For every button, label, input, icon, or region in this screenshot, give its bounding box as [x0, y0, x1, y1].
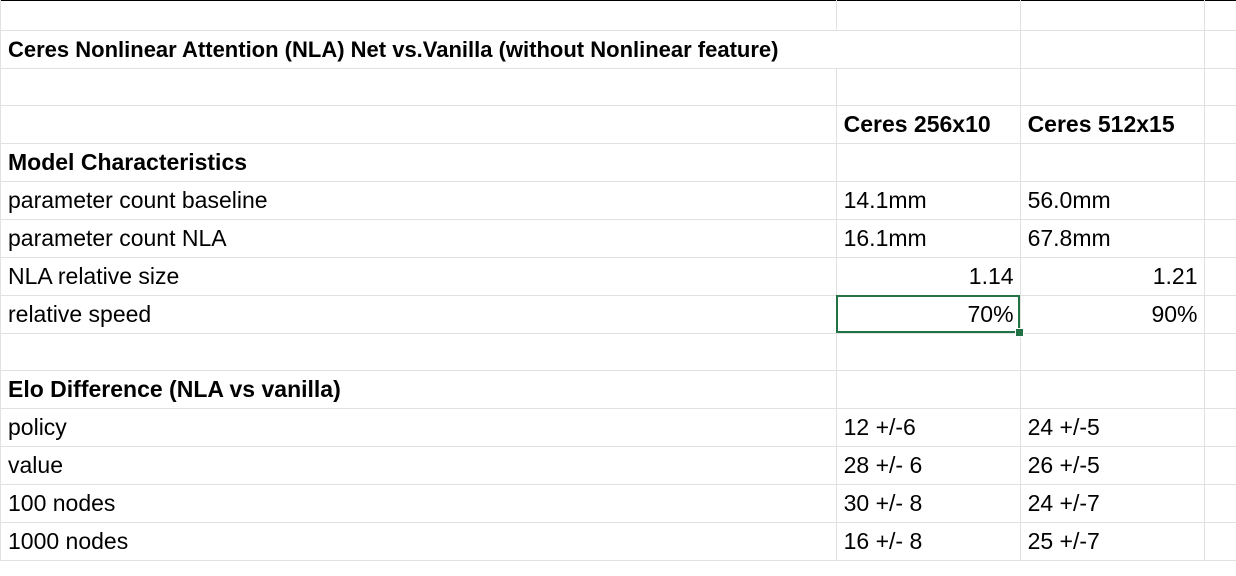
sheet-row: NLA relative size 1.14 1.21 [0, 256, 1236, 296]
cell-value[interactable]: 14.1mm [835, 180, 1021, 220]
sheet-row: parameter count baseline 14.1mm 56.0mm [0, 180, 1236, 220]
sheet-row: value 28 +/- 6 26 +/-5 [0, 445, 1236, 485]
sheet-row: Model Characteristics [0, 142, 1236, 182]
cell-value[interactable]: 24 +/-5 [1019, 407, 1205, 447]
cell[interactable] [1203, 294, 1236, 334]
cell-value[interactable]: 26 +/-5 [1019, 445, 1205, 485]
cell[interactable] [1203, 445, 1236, 485]
row-label[interactable]: parameter count baseline [0, 180, 837, 220]
sheet-row: parameter count NLA 16.1mm 67.8mm [0, 218, 1236, 258]
row-label[interactable]: 100 nodes [0, 483, 837, 523]
cell[interactable] [1203, 0, 1236, 31]
cell[interactable] [1203, 218, 1236, 258]
cell[interactable] [835, 332, 1021, 371]
fill-handle[interactable] [1014, 327, 1024, 337]
sheet-row: relative speed 70% 90% [0, 294, 1236, 337]
cell[interactable] [1203, 332, 1236, 371]
cell[interactable] [1203, 256, 1236, 296]
cell[interactable] [0, 67, 837, 106]
cell-value[interactable]: 1.14 [835, 256, 1021, 296]
cell[interactable] [1203, 29, 1236, 69]
cell[interactable] [835, 369, 1021, 409]
column-header-ceres-512x15[interactable]: Ceres 512x15 [1019, 104, 1205, 144]
sheet-row: Ceres Nonlinear Attention (NLA) Net vs.V… [0, 29, 1236, 69]
cell[interactable] [0, 0, 837, 31]
sheet-row: Ceres 256x10 Ceres 512x15 [0, 104, 1236, 144]
cell-value[interactable]: 16.1mm [835, 218, 1021, 258]
cell[interactable] [1203, 104, 1236, 144]
section-heading-elo-difference[interactable]: Elo Difference (NLA vs vanilla) [0, 369, 837, 409]
cell[interactable] [1203, 521, 1236, 561]
cell-table: Ceres Nonlinear Attention (NLA) Net vs.V… [0, 0, 1236, 561]
cell-value[interactable]: 67.8mm [1019, 218, 1205, 258]
cell[interactable] [1203, 67, 1236, 106]
sheet-row: policy 12 +/-6 24 +/-5 [0, 407, 1236, 447]
cell-value: 70% [967, 300, 1014, 327]
cell[interactable] [1203, 369, 1236, 409]
cell[interactable] [1019, 0, 1205, 31]
section-heading-model-characteristics[interactable]: Model Characteristics [0, 142, 837, 182]
cell[interactable] [835, 67, 1021, 106]
row-label[interactable]: policy [0, 407, 837, 447]
cell-value[interactable]: 24 +/-7 [1019, 483, 1205, 523]
sheet-row: 1000 nodes 16 +/- 8 25 +/-7 [0, 521, 1236, 561]
row-label[interactable]: value [0, 445, 837, 485]
cell[interactable] [1203, 180, 1236, 220]
row-label[interactable]: 1000 nodes [0, 521, 837, 561]
sheet-row: Elo Difference (NLA vs vanilla) [0, 369, 1236, 409]
selected-cell[interactable]: 70% [835, 294, 1024, 337]
sheet-row [0, 67, 1236, 106]
cell-value[interactable]: 12 +/-6 [835, 407, 1021, 447]
cell-value[interactable]: 25 +/-7 [1019, 521, 1205, 561]
cell-value[interactable]: 56.0mm [1019, 180, 1205, 220]
row-label[interactable]: NLA relative size [0, 256, 837, 296]
sheet-row: 100 nodes 30 +/- 8 24 +/-7 [0, 483, 1236, 523]
cell[interactable] [1019, 142, 1205, 182]
cell-value[interactable]: 90% [1019, 294, 1205, 334]
sheet-title-cell[interactable]: Ceres Nonlinear Attention (NLA) Net vs.V… [0, 29, 1021, 69]
row-label[interactable]: parameter count NLA [0, 218, 837, 258]
cell[interactable] [1019, 332, 1205, 371]
sheet-row [0, 332, 1236, 371]
cell[interactable] [835, 142, 1021, 182]
cell-value[interactable]: 28 +/- 6 [835, 445, 1021, 485]
column-header-ceres-256x10[interactable]: Ceres 256x10 [835, 104, 1021, 144]
cell[interactable] [1203, 142, 1236, 182]
cell[interactable] [0, 104, 837, 144]
cell[interactable] [0, 332, 837, 371]
cell-value[interactable]: 16 +/- 8 [835, 521, 1021, 561]
sheet-row [0, 0, 1236, 31]
cell-value[interactable]: 30 +/- 8 [835, 483, 1021, 523]
cell-value[interactable]: 1.21 [1019, 256, 1205, 296]
cell[interactable] [1019, 369, 1205, 409]
cell[interactable] [1019, 29, 1205, 69]
cell[interactable] [1203, 407, 1236, 447]
row-label[interactable]: relative speed [0, 294, 837, 334]
cell[interactable] [1203, 483, 1236, 523]
cell[interactable] [835, 0, 1021, 31]
cell[interactable] [1019, 67, 1205, 106]
